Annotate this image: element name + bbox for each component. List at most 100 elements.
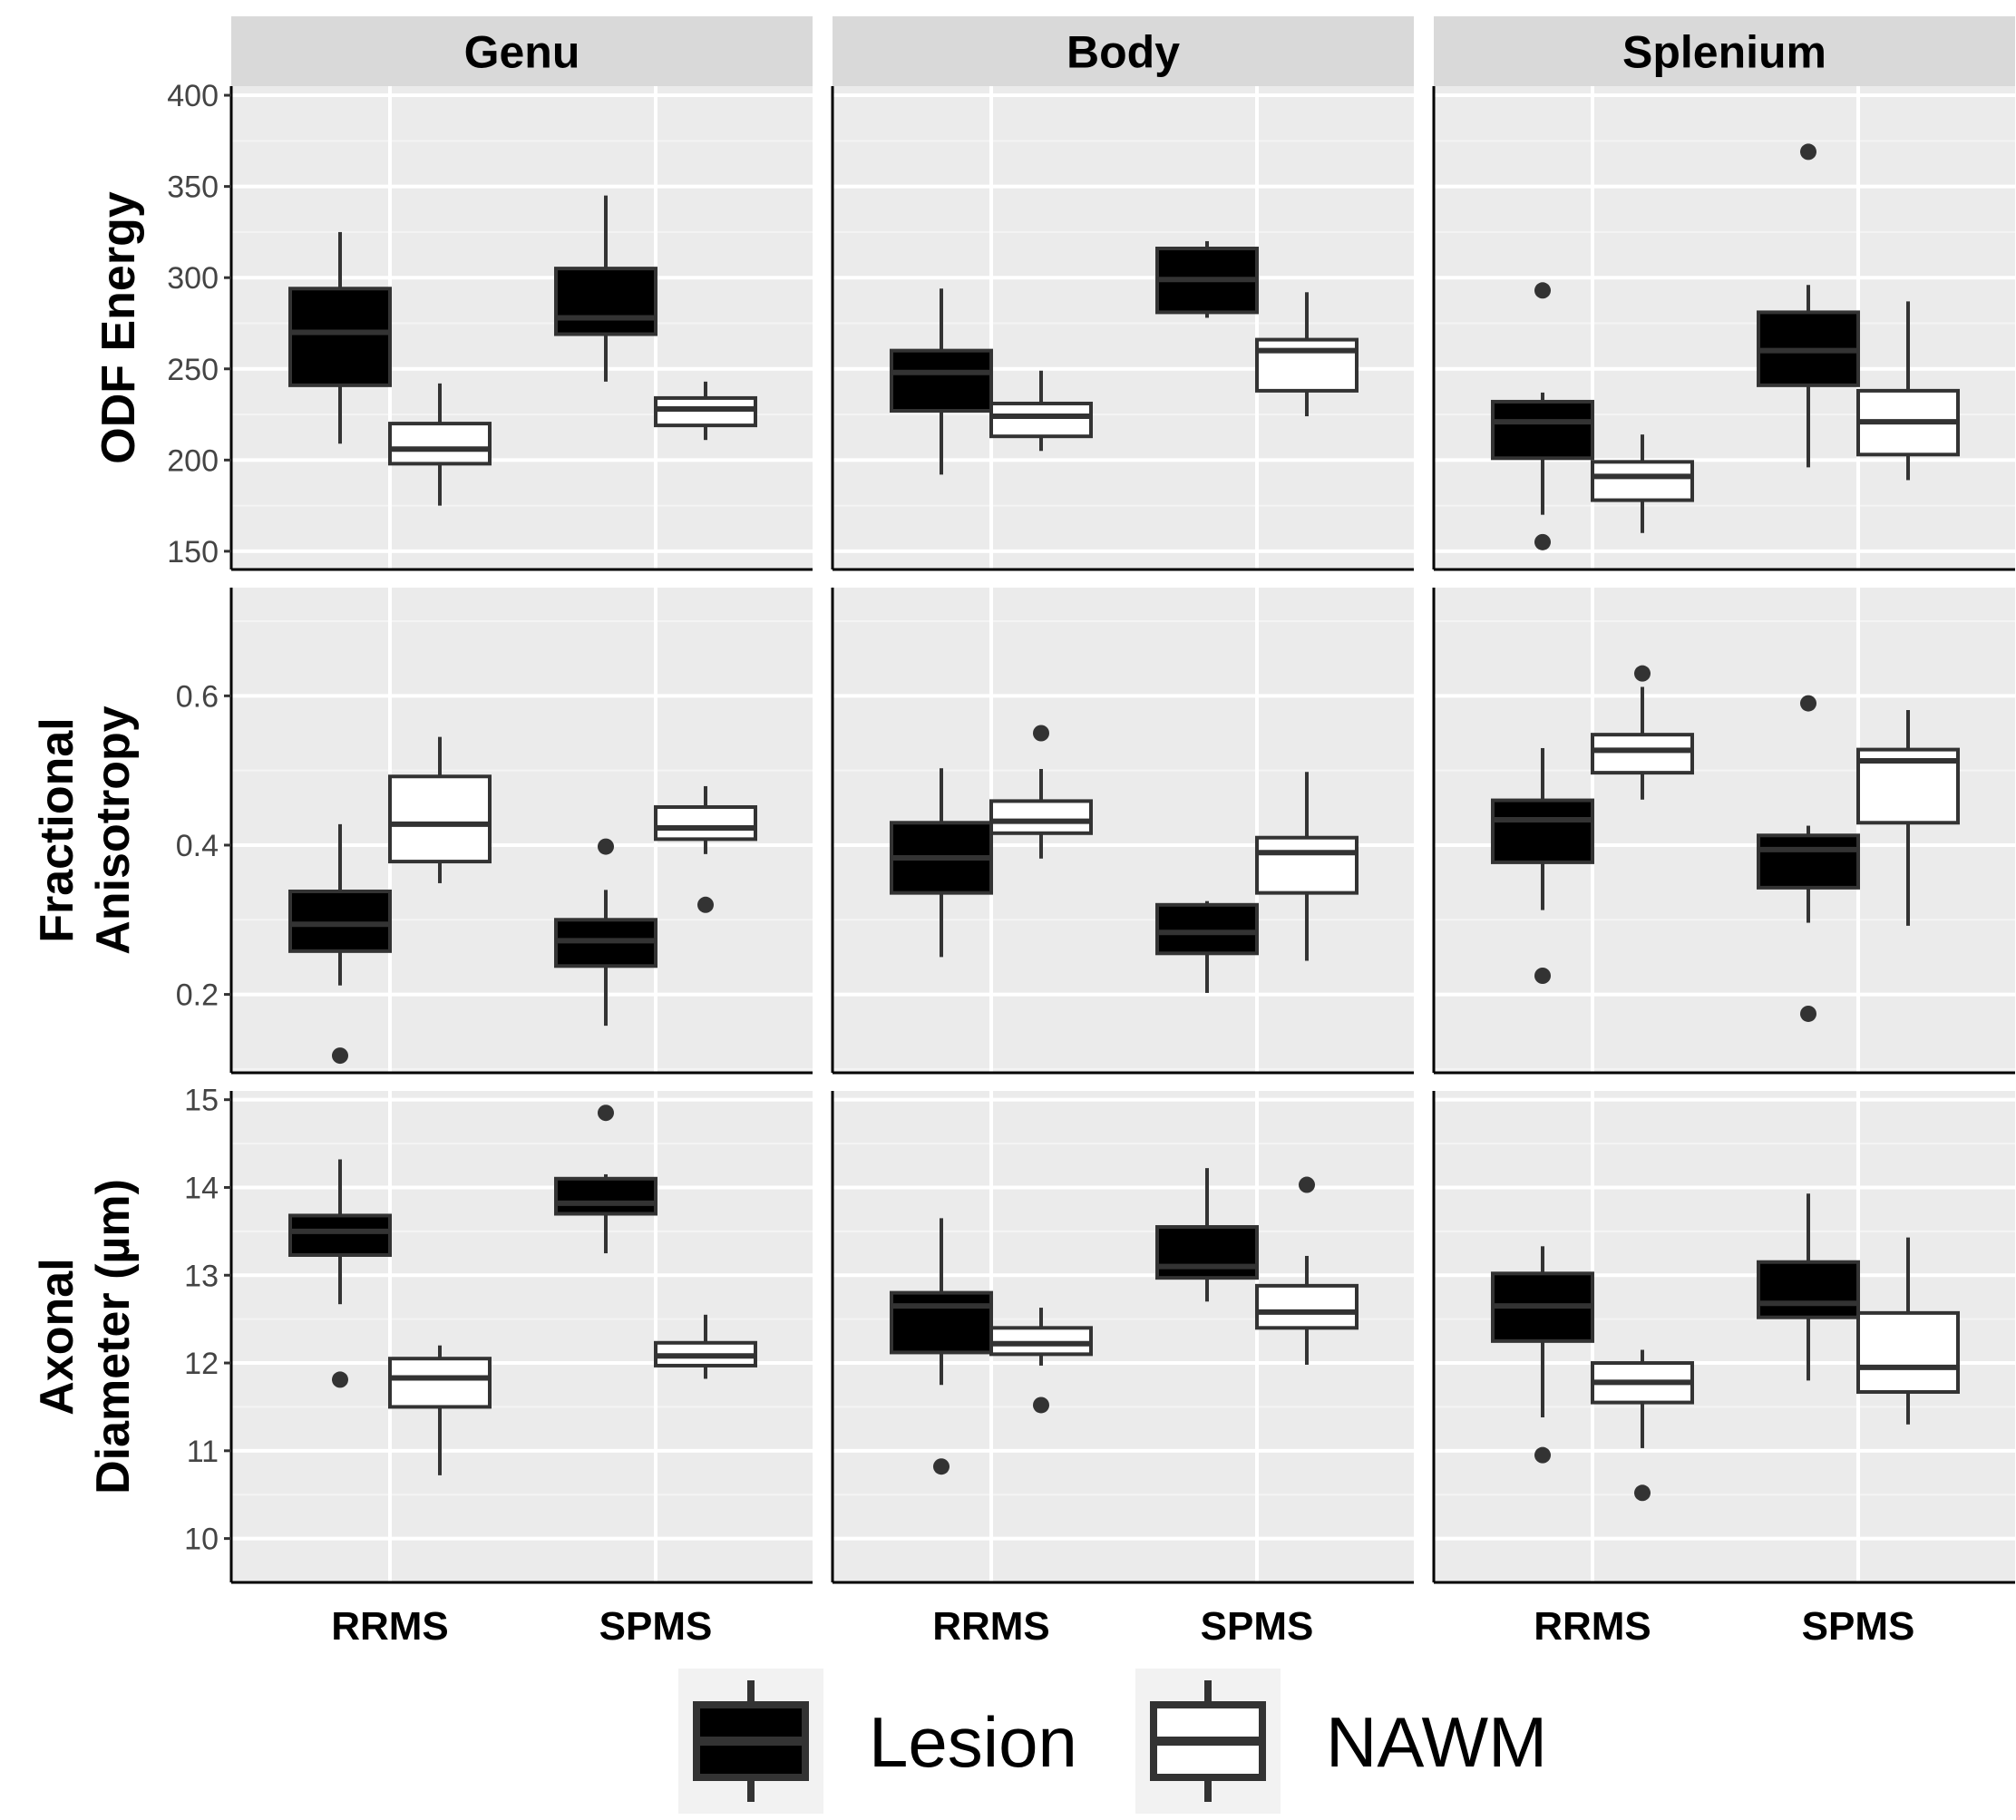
box-splenium-row3-spms-nawm <box>1856 1237 1960 1425</box>
panel-body-row1-bg <box>833 86 1414 569</box>
y-axis-title-row2: Fractional Anisotropy <box>31 706 140 955</box>
panel-splenium-row3 <box>1432 1091 2015 1584</box>
box-genu-row3-rrms-nawm <box>388 1345 492 1475</box>
box-body-row3-spms-lesion <box>1155 1168 1259 1302</box>
legend-label-nawm: NAWM <box>1326 1702 1547 1782</box>
box-iqr <box>989 401 1093 439</box>
box-genu-row3-spms-lesion <box>554 1105 657 1254</box>
box-body-row2-spms-nawm <box>1255 772 1359 961</box>
panel-splenium-row1-bg <box>1434 86 2015 569</box>
strip-label-genu: Genu <box>464 27 580 78</box>
x-tick-label-spms: SPMS <box>1201 1604 1314 1649</box>
y-tick-label: 150 <box>167 535 219 569</box>
box-splenium-row1-spms-lesion <box>1757 143 1860 468</box>
box-iqr <box>654 395 757 428</box>
box-iqr <box>1255 337 1359 393</box>
box-iqr <box>388 774 492 864</box>
box-iqr <box>288 1213 392 1257</box>
legend-label-lesion: Lesion <box>869 1702 1077 1782</box>
box-iqr <box>1155 902 1259 956</box>
x-tick-label-spms: SPMS <box>599 1604 713 1649</box>
box-iqr <box>890 1290 993 1355</box>
panel-splenium-row2 <box>1432 588 2015 1075</box>
outlier-point <box>1534 533 1551 550</box>
box-splenium-row3-rrms-nawm <box>1591 1349 1694 1502</box>
strip-bg-genu <box>231 16 813 86</box>
x-tick-label-rrms: RRMS <box>932 1604 1050 1649</box>
box-iqr <box>1255 1283 1359 1330</box>
box-genu-row1-spms-nawm <box>654 381 757 441</box>
strip-splenium: Splenium <box>1434 16 2015 86</box>
legend-item-nawm: NAWM <box>1135 1669 1547 1814</box>
box-iqr <box>890 348 993 414</box>
outlier-point <box>1800 143 1816 161</box>
box-iqr <box>288 287 392 387</box>
outlier-point <box>1534 968 1551 984</box>
y-axis-title-line: Diameter (µm) <box>87 1179 140 1494</box>
y-axis-row2: 0.2 0.4 0.6 <box>176 679 231 1013</box>
strip-label-splenium: Splenium <box>1622 27 1826 78</box>
y-axes: 150 200 250 300 350 400 ODF Energy 0.2 0.4 0.6 Fra… <box>31 79 231 1557</box>
box-body-row3-rrms-nawm <box>989 1308 1093 1414</box>
box-splenium-row1-rrms-lesion <box>1491 282 1594 550</box>
box-body-row1-spms-lesion <box>1155 240 1259 318</box>
y-axis-title-line: Anisotropy <box>87 706 140 955</box>
box-splenium-row1-rrms-nawm <box>1591 434 1694 533</box>
outlier-point <box>1033 1397 1049 1414</box>
outlier-point <box>1534 282 1551 299</box>
legend: Lesion NAWM <box>678 1669 1547 1814</box>
strip-body: Body <box>833 16 1414 86</box>
box-splenium-row2-spms-nawm <box>1856 709 1960 926</box>
box-iqr <box>554 1176 657 1216</box>
y-tick-label: 0.6 <box>176 679 219 714</box>
box-iqr <box>388 1357 492 1409</box>
box-splenium-row2-rrms-nawm <box>1591 665 1694 800</box>
box-iqr <box>1591 460 1694 502</box>
box-iqr <box>989 799 1093 835</box>
box-iqr <box>1856 1310 1960 1394</box>
outlier-point <box>332 1371 348 1388</box>
outlier-point <box>1800 1005 1816 1022</box>
y-tick-label: 15 <box>184 1084 219 1118</box>
outlier-point <box>1299 1176 1315 1193</box>
y-tick-label: 400 <box>167 79 219 113</box>
box-genu-row2-rrms-lesion <box>288 823 392 1065</box>
box-genu-row1-spms-lesion <box>554 195 657 382</box>
box-iqr <box>1491 399 1594 461</box>
y-tick-label: 200 <box>167 443 219 478</box>
outlier-point <box>1800 695 1816 712</box>
y-tick-label: 0.2 <box>176 978 219 1013</box>
outlier-point <box>598 838 614 855</box>
box-genu-row1-rrms-nawm <box>388 383 492 506</box>
y-tick-label: 10 <box>184 1523 219 1557</box>
box-genu-row3-spms-nawm <box>654 1314 757 1379</box>
strip-bg-splenium <box>1434 16 2015 86</box>
box-splenium-row2-spms-lesion <box>1757 695 1860 1022</box>
box-iqr <box>1757 833 1860 890</box>
y-axis-title-row1: ODF Energy <box>93 191 145 464</box>
y-tick-label: 300 <box>167 261 219 296</box>
x-tick-label-spms: SPMS <box>1802 1604 1915 1649</box>
strip-genu: Genu <box>231 16 813 86</box>
box-iqr <box>1155 1225 1259 1280</box>
panel-genu-row3-bg <box>231 1091 813 1582</box>
y-axis-title-row3: Axonal Diameter (µm) <box>31 1179 140 1494</box>
y-axis-title-line: Fractional <box>31 717 83 943</box>
y-tick-label: 0.4 <box>176 829 219 863</box>
box-body-row2-rrms-nawm <box>989 725 1093 859</box>
outlier-point <box>598 1105 614 1122</box>
outlier-point <box>332 1047 348 1065</box>
box-genu-row3-rrms-lesion <box>288 1159 392 1388</box>
legend-item-lesion: Lesion <box>678 1669 1077 1814</box>
box-body-row2-spms-lesion <box>1155 900 1259 993</box>
panel-body-row1 <box>831 86 1414 571</box>
outlier-point <box>933 1458 950 1475</box>
box-iqr <box>1591 733 1694 775</box>
y-axis-title-line: Axonal <box>31 1258 83 1415</box>
strip-label-body: Body <box>1066 27 1180 78</box>
outlier-point <box>1634 1484 1651 1502</box>
x-tick-label-rrms: RRMS <box>1534 1604 1651 1649</box>
y-axis-row3: 10 11 12 13 14 15 <box>184 1084 231 1557</box>
outlier-point <box>1033 725 1049 742</box>
